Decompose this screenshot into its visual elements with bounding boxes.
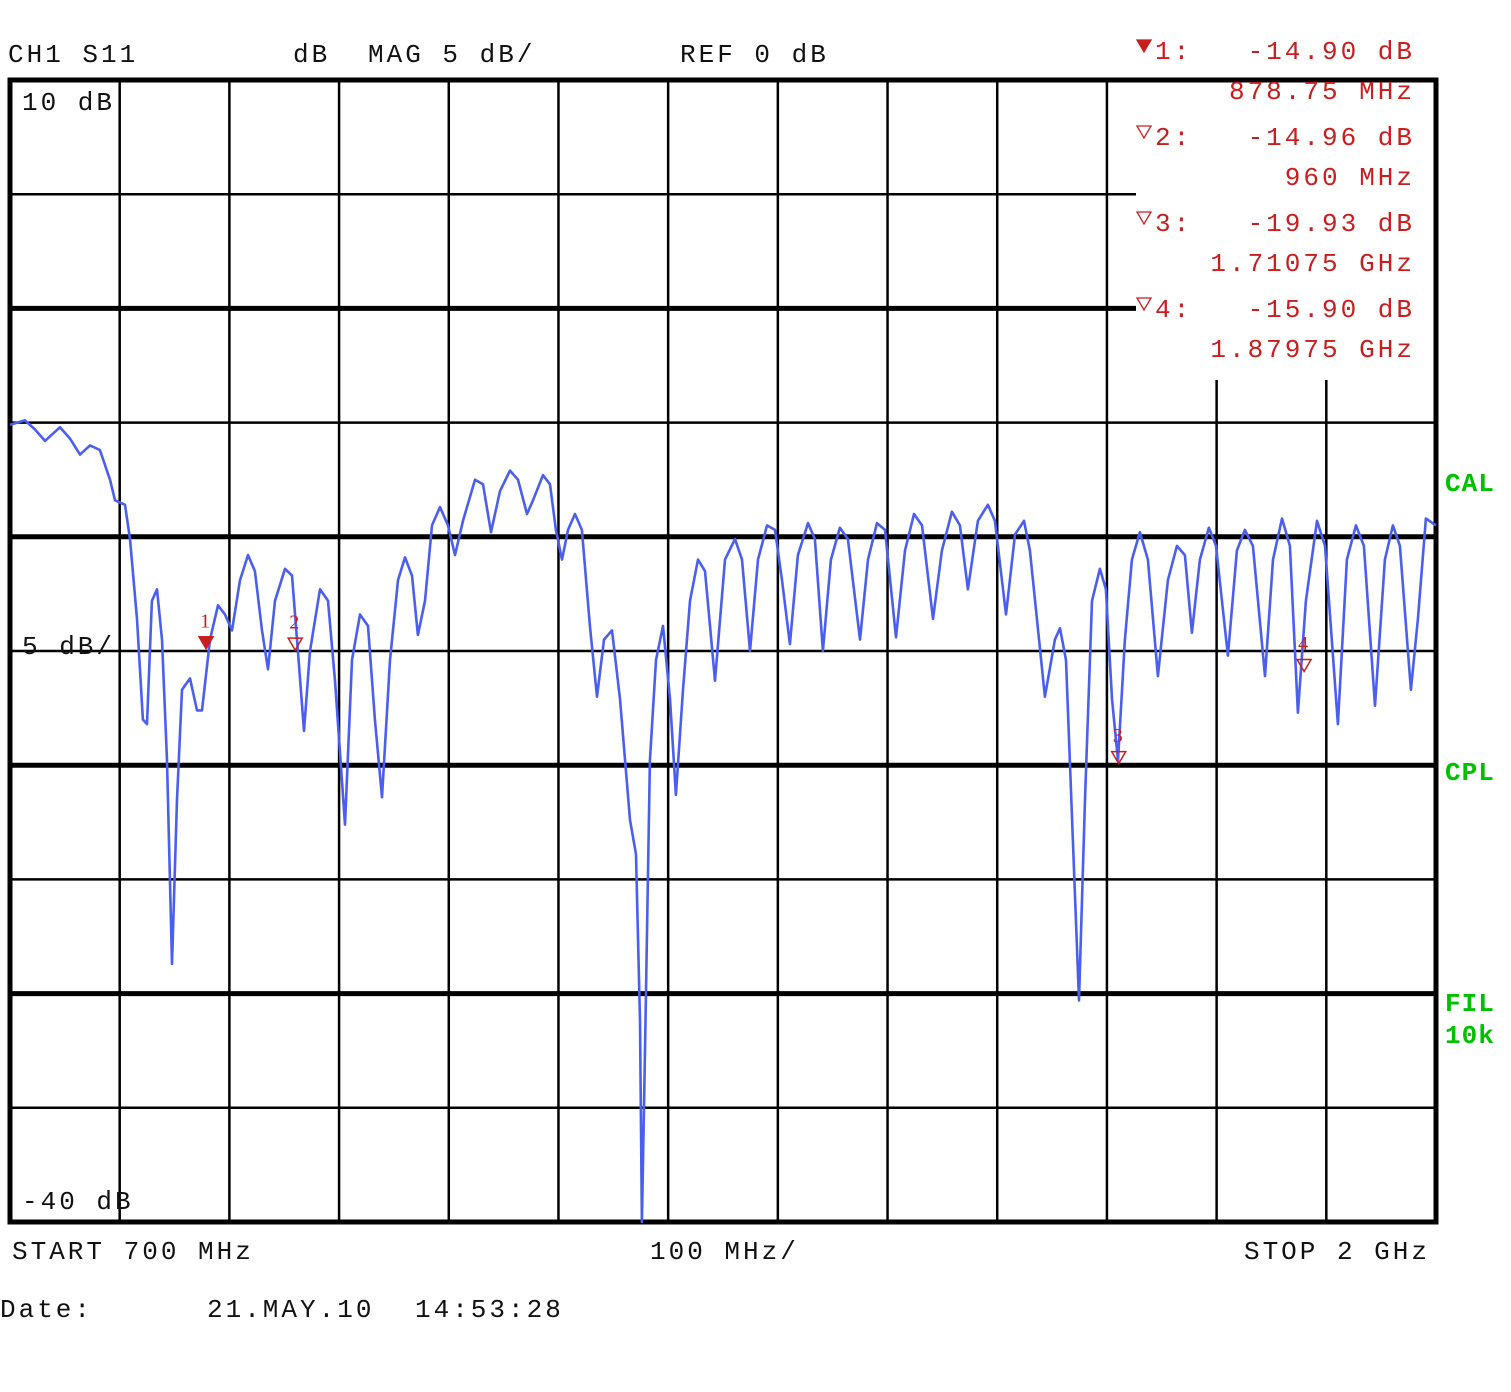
status-ifbw: 10k	[1445, 1021, 1495, 1051]
marker-triangle	[1110, 750, 1128, 766]
format-unit: dB	[293, 40, 330, 70]
marker-number: 2	[289, 612, 299, 634]
status-cpl: CPL	[1445, 758, 1495, 788]
readout-freq: 960 MHz	[1285, 163, 1415, 193]
status-fil: FIL	[1445, 989, 1495, 1019]
reference-label: REF 0 dB	[680, 40, 829, 70]
readout-value: -15.90 dB	[1248, 295, 1415, 325]
readout-id: 1:	[1155, 37, 1192, 67]
trace-line	[9, 419, 1437, 1224]
marker-triangle	[286, 637, 304, 652]
readout-triangle	[1135, 211, 1153, 226]
channel-label: CH1 S11	[8, 40, 138, 70]
scale-label: MAG 5 dB/	[368, 40, 535, 70]
marker-number: 3	[1113, 725, 1123, 747]
readout-id: 4:	[1155, 295, 1192, 325]
marker-readout-box	[1136, 82, 1434, 380]
marker-number: 4	[1298, 633, 1308, 655]
marker-number: 1	[200, 610, 210, 632]
span-label: 100 MHz/	[650, 1237, 799, 1267]
readout-triangle	[1135, 39, 1153, 54]
start-label: START 700 MHz	[12, 1237, 254, 1267]
marker-readout: 1: -14.90 dB 878.75 MHz 2: -14.96 dB 960 MHz 3…	[1135, 37, 1415, 365]
readout-id: 2:	[1155, 123, 1192, 153]
readout-freq: 1.71075 GHz	[1210, 249, 1415, 279]
readout-value: -14.90 dB	[1248, 37, 1415, 67]
readout-id: 3:	[1155, 209, 1192, 239]
readout-freq: 1.87975 GHz	[1210, 335, 1415, 365]
y-tick-label: 5 dB/	[22, 632, 115, 662]
marker-triangle	[197, 635, 215, 651]
time: 14:53:28	[415, 1295, 564, 1325]
trace-layer: 1 2 3 4	[9, 419, 1437, 1224]
stop-label: STOP 2 GHz	[1244, 1237, 1430, 1267]
readout-triangle	[1135, 125, 1153, 140]
readout-triangle	[1135, 297, 1153, 312]
plot-frame	[7, 77, 1439, 1225]
date-caption: Date:	[0, 1295, 93, 1325]
readout-freq: 878.75 MHz	[1229, 77, 1415, 107]
status-cal: CAL	[1445, 469, 1495, 499]
marker-triangle	[1295, 658, 1313, 674]
date: 21.MAY.10	[207, 1295, 374, 1325]
y-tick-label: -40 dB	[22, 1187, 134, 1217]
readout-value: -14.96 dB	[1248, 123, 1415, 153]
y-tick-label: 10 dB	[22, 88, 115, 118]
readout-value: -19.93 dB	[1248, 209, 1415, 239]
